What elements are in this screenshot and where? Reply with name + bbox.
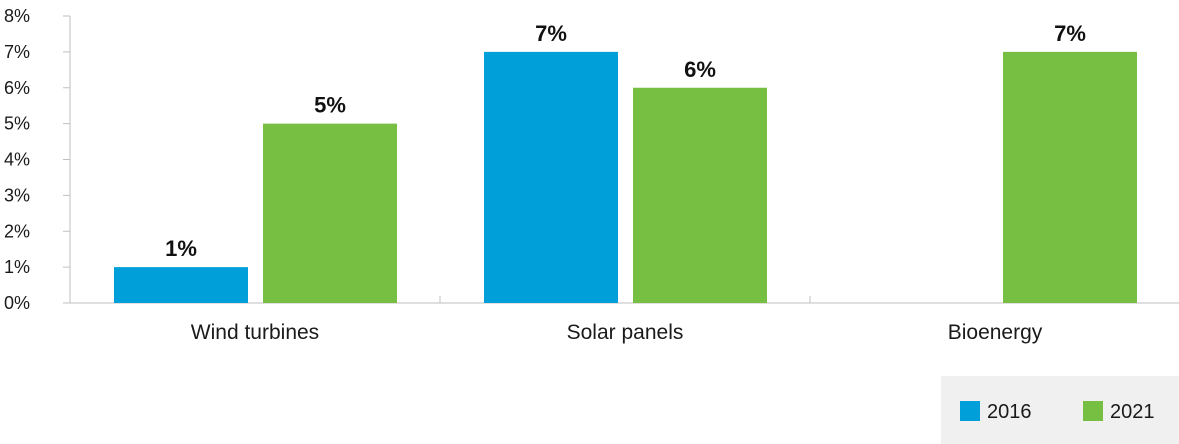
legend-label-2016: 2016 — [987, 401, 1032, 423]
y-tick-label: 2% — [4, 221, 30, 241]
x-category-label: Solar panels — [567, 321, 684, 344]
data-label-2021-1: 6% — [684, 57, 716, 82]
y-axis: 0% 1% 2% 3% 4% 5% 6% 7% 8% — [4, 6, 71, 313]
y-tick-label: 3% — [4, 185, 30, 205]
y-tick-label: 5% — [4, 114, 30, 134]
x-category-label: Bioenergy — [948, 321, 1043, 344]
legend-swatch-2016 — [960, 401, 980, 421]
x-axis: Wind turbines Solar panels Bioenergy — [70, 296, 1179, 344]
bar-2021-1 — [633, 87, 767, 303]
legend: 2016 2021 — [941, 376, 1179, 444]
data-label-2016-0: 1% — [165, 236, 197, 261]
legend-swatch-2021 — [1083, 401, 1103, 421]
bar-2016-0 — [114, 267, 248, 303]
data-label-2021-2: 7% — [1054, 21, 1086, 46]
y-tick-label: 0% — [4, 293, 30, 313]
y-tick-label: 4% — [4, 150, 30, 170]
y-tick-label: 6% — [4, 78, 30, 98]
x-category-label: Wind turbines — [191, 321, 319, 344]
y-tick-label: 1% — [4, 257, 30, 277]
bar-2021-0 — [263, 123, 397, 303]
data-label-2016-1: 7% — [535, 21, 567, 46]
y-tick-label: 8% — [4, 6, 30, 26]
legend-background — [941, 376, 1179, 444]
y-tick-label: 7% — [4, 42, 30, 62]
data-labels: 1% 7% 5% 6% 7% — [165, 21, 1086, 261]
bar-2016-1 — [484, 51, 618, 303]
legend-label-2021: 2021 — [1110, 401, 1155, 423]
bar-2021-2 — [1003, 51, 1137, 303]
bars — [114, 51, 1137, 303]
data-label-2021-0: 5% — [314, 93, 346, 118]
